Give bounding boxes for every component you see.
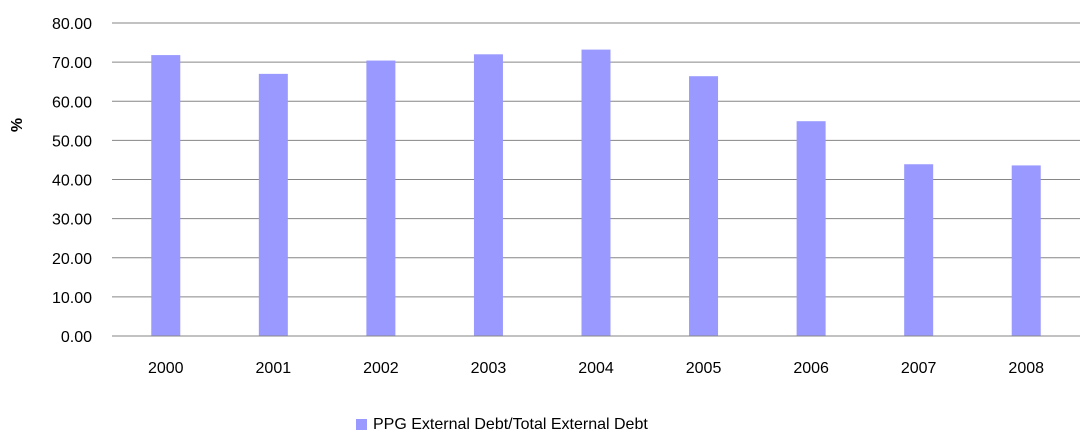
legend: PPG External Debt/Total External Debt — [356, 416, 648, 433]
y-tick-label: 60.00 — [52, 94, 92, 111]
bar-2001 — [258, 73, 288, 337]
x-tick-label: 2006 — [793, 360, 829, 377]
y-tick-labels: 0.00 10.00 20.00 30.00 40.00 50.00 60.00 70.00 8… — [52, 16, 92, 346]
bar-2004 — [581, 49, 611, 336]
y-tick-label: 50.00 — [52, 133, 92, 150]
y-tick-label: 70.00 — [52, 55, 92, 72]
x-tick-label: 2007 — [901, 360, 937, 377]
x-tick-label: 2000 — [148, 360, 184, 377]
x-tick-labels: 2000 2001 2002 2003 2004 2005 2006 2007 2008 — [148, 360, 1044, 377]
legend-swatch — [356, 419, 367, 430]
y-tick-label: 30.00 — [52, 212, 92, 229]
bar-2000 — [151, 55, 181, 337]
y-tick-label: 40.00 — [52, 173, 92, 190]
bar-2002 — [366, 60, 396, 337]
bar-2008 — [1011, 165, 1041, 336]
bar-2006 — [796, 121, 826, 336]
y-tick-label: 80.00 — [52, 16, 92, 33]
bar-2005 — [689, 76, 719, 337]
legend-label: PPG External Debt/Total External Debt — [373, 416, 648, 433]
bar-2007 — [904, 164, 934, 336]
y-tick-label: 20.00 — [52, 251, 92, 268]
x-tick-label: 2005 — [686, 360, 722, 377]
x-tick-label: 2002 — [363, 360, 399, 377]
y-tick-label: 0.00 — [61, 329, 92, 346]
x-tick-label: 2008 — [1008, 360, 1044, 377]
x-tick-label: 2004 — [578, 360, 614, 377]
x-tick-label: 2003 — [471, 360, 507, 377]
y-axis-label: % — [9, 118, 26, 132]
y-tick-label: 10.00 — [52, 290, 92, 307]
bar-2003 — [473, 54, 503, 337]
x-tick-label: 2001 — [256, 360, 292, 377]
bars — [151, 49, 1041, 337]
